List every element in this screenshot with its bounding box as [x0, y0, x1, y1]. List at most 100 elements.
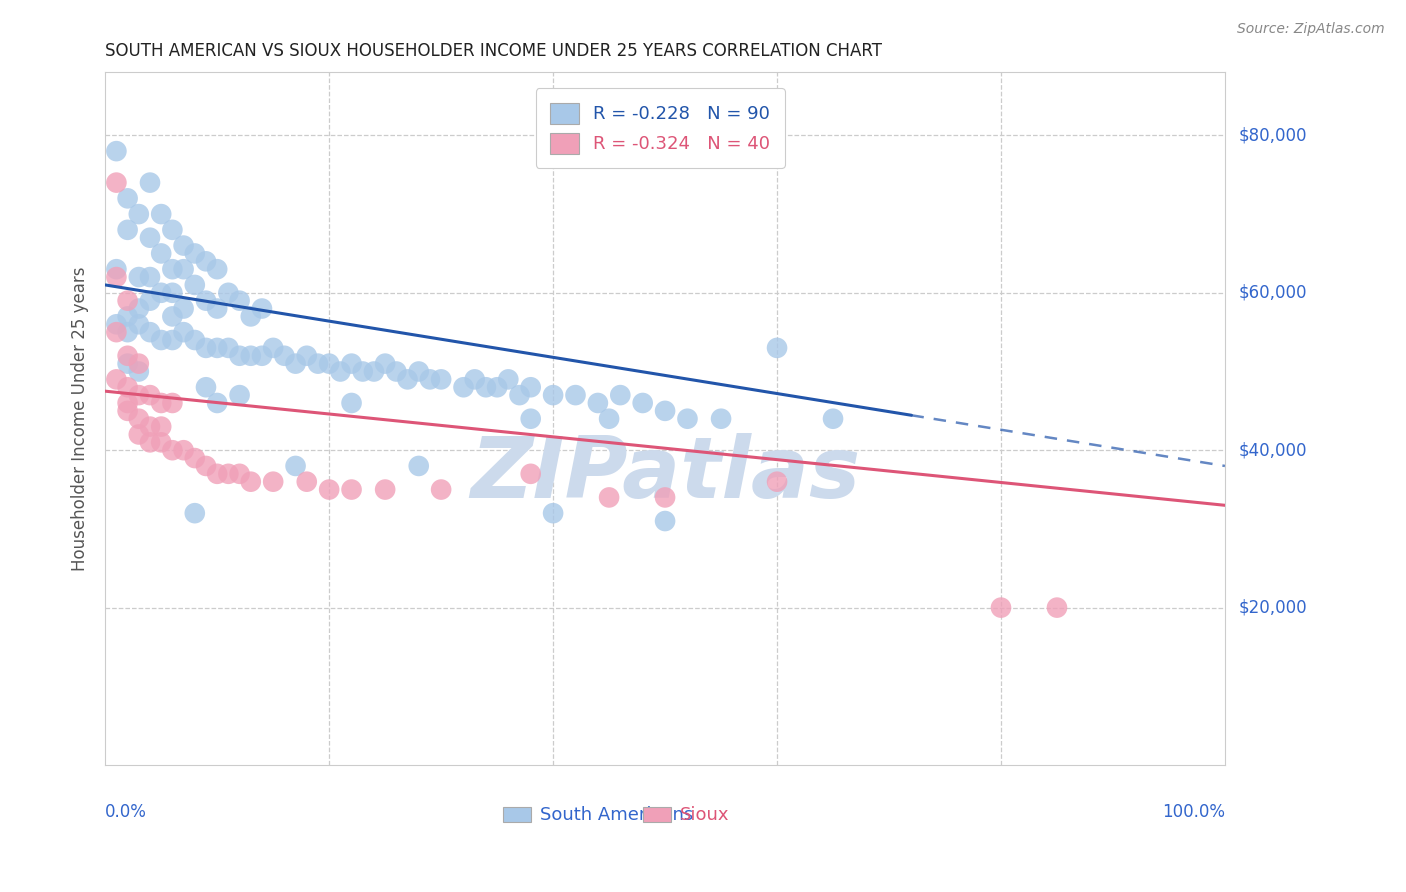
FancyBboxPatch shape [503, 806, 530, 822]
Point [139, 419, 162, 434]
Point [162, 223, 184, 237]
Point [352, 364, 374, 378]
Point [318, 483, 340, 497]
Point [150, 435, 173, 450]
Point [284, 357, 307, 371]
Point [195, 293, 218, 308]
Point [295, 475, 318, 489]
Point [239, 349, 262, 363]
Point [766, 341, 789, 355]
Point [195, 341, 218, 355]
Point [363, 364, 385, 378]
Point [419, 372, 441, 386]
Point [262, 341, 284, 355]
Point [228, 349, 250, 363]
Point [105, 325, 128, 339]
Point [519, 380, 541, 394]
Point [128, 364, 150, 378]
Point [128, 388, 150, 402]
Point [228, 293, 250, 308]
Point [541, 388, 564, 402]
Point [205, 467, 228, 481]
Point [508, 388, 530, 402]
Point [162, 443, 184, 458]
Text: 100.0%: 100.0% [1161, 803, 1225, 822]
Point [184, 451, 207, 466]
Point [385, 364, 408, 378]
Text: ZIPatlas: ZIPatlas [470, 433, 860, 516]
Point [105, 176, 128, 190]
Point [228, 467, 250, 481]
Text: Source: ZipAtlas.com: Source: ZipAtlas.com [1237, 22, 1385, 37]
Point [262, 475, 284, 489]
Point [250, 301, 273, 316]
Point [408, 458, 430, 473]
Point [162, 396, 184, 410]
Point [519, 467, 541, 481]
Point [117, 223, 139, 237]
Point [228, 388, 250, 402]
Point [195, 254, 218, 268]
Point [766, 475, 789, 489]
Y-axis label: Householder Income Under 25 years: Householder Income Under 25 years [72, 267, 89, 571]
Point [205, 341, 228, 355]
Point [173, 238, 195, 252]
Point [609, 388, 631, 402]
Point [139, 388, 162, 402]
Point [217, 285, 239, 300]
Point [128, 411, 150, 425]
Point [105, 262, 128, 277]
Point [139, 293, 162, 308]
Point [105, 144, 128, 158]
Point [150, 419, 173, 434]
Point [184, 277, 207, 292]
Point [117, 396, 139, 410]
Point [162, 333, 184, 347]
Point [1046, 600, 1069, 615]
Point [150, 396, 173, 410]
Point [117, 404, 139, 418]
Point [541, 506, 564, 520]
Point [117, 380, 139, 394]
Point [195, 458, 218, 473]
Text: Sioux: Sioux [679, 805, 730, 824]
Point [117, 349, 139, 363]
Point [710, 411, 733, 425]
Text: $40,000: $40,000 [1239, 442, 1306, 459]
Point [162, 262, 184, 277]
Point [128, 301, 150, 316]
Point [654, 491, 676, 505]
Point [162, 285, 184, 300]
Text: SOUTH AMERICAN VS SIOUX HOUSEHOLDER INCOME UNDER 25 YEARS CORRELATION CHART: SOUTH AMERICAN VS SIOUX HOUSEHOLDER INCO… [105, 42, 882, 60]
Point [374, 483, 396, 497]
Point [990, 600, 1012, 615]
Point [128, 207, 150, 221]
Point [117, 325, 139, 339]
Point [184, 506, 207, 520]
Point [128, 270, 150, 285]
Point [150, 246, 173, 260]
Point [340, 483, 363, 497]
Point [307, 357, 329, 371]
Point [105, 318, 128, 332]
Point [117, 293, 139, 308]
Point [273, 349, 295, 363]
Point [284, 458, 307, 473]
Point [139, 176, 162, 190]
Point [239, 310, 262, 324]
Point [117, 357, 139, 371]
Text: $80,000: $80,000 [1239, 127, 1306, 145]
Point [654, 404, 676, 418]
Text: 0.0%: 0.0% [105, 803, 148, 822]
Point [184, 333, 207, 347]
Point [139, 270, 162, 285]
Point [217, 467, 239, 481]
Point [396, 372, 419, 386]
Point [430, 372, 453, 386]
Point [631, 396, 654, 410]
Point [173, 301, 195, 316]
Point [150, 333, 173, 347]
Point [117, 310, 139, 324]
Point [139, 435, 162, 450]
Point [519, 411, 541, 425]
